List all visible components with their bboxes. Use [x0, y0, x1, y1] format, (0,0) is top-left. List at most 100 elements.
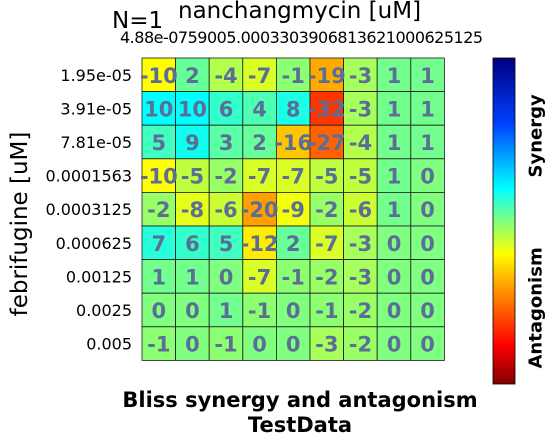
heatmap-cell-label: -9 [282, 198, 305, 222]
colorbar-synergy-label: Synergy [526, 98, 546, 178]
heatmap-cell-label: -2 [147, 198, 170, 222]
y-tick-label: 0.00125 [66, 267, 132, 286]
heatmap-cell-label: -27 [308, 131, 346, 155]
chart-subtitle: TestData [100, 413, 500, 438]
heatmap-cell-label: -2 [315, 198, 338, 222]
heatmap-cell-label: -7 [282, 165, 305, 189]
heatmap-cell-label: -7 [248, 265, 271, 289]
heatmap-cell-label: -12 [241, 232, 279, 256]
heatmap-cell-label: 0 [286, 299, 301, 323]
heatmap-cell-label: 1 [151, 265, 166, 289]
heatmap-cell-label: -2 [349, 333, 372, 357]
heatmap-cell-label: -4 [349, 131, 372, 155]
heatmap-cell-label: -6 [214, 198, 237, 222]
heatmap-cell-label: -3 [349, 232, 372, 256]
heatmap-cell-label: 1 [420, 97, 435, 121]
heatmap-cell-label: -5 [181, 165, 204, 189]
heatmap-cell-label: -2 [349, 299, 372, 323]
heatmap-cell-label: -20 [241, 198, 279, 222]
heatmap-cell-label: 6 [185, 232, 200, 256]
heatmap-cell-label: -16 [274, 131, 312, 155]
heatmap-cell-label: 0 [420, 299, 435, 323]
chart-title-block: Bliss synergy and antagonism TestData [100, 388, 500, 438]
heatmap-cell-label: 2 [252, 131, 267, 155]
heatmap-cell-label: -1 [214, 333, 237, 357]
heatmap-cell-label: 1 [387, 64, 402, 88]
heatmap-cell-label: 1 [387, 165, 402, 189]
heatmap-cell-label: 1 [420, 131, 435, 155]
y-tick-label: 0.0003125 [45, 200, 132, 219]
heatmap-cell-label: -10 [140, 165, 178, 189]
heatmap-cell-label: 1 [387, 97, 402, 121]
heatmap-cell-label: 0 [420, 232, 435, 256]
y-tick-label: 3.91e-05 [60, 99, 132, 118]
heatmap-cell-label: -3 [349, 265, 372, 289]
heatmap-cell-label: 10 [178, 97, 207, 121]
heatmap-cell-label: -7 [248, 64, 271, 88]
heatmap-cell-label: 0 [151, 299, 166, 323]
heatmap-cell-label: 7 [151, 232, 166, 256]
heatmap-cell-label: -10 [140, 64, 178, 88]
heatmap-cell-label: 0 [387, 333, 402, 357]
y-tick-label: 0.005 [86, 335, 132, 354]
heatmap-cell-label: 0 [387, 232, 402, 256]
heatmap-cell-label: 0 [387, 299, 402, 323]
heatmap-cell-label: 0 [387, 265, 402, 289]
y-tick-label: 7.81e-05 [60, 133, 132, 152]
heatmap-cell-label: 1 [387, 131, 402, 155]
heatmap-cell-label: 1 [420, 64, 435, 88]
heatmap-cell-label: 0 [185, 299, 200, 323]
heatmap-cell-label: 1 [387, 198, 402, 222]
heatmap-cell-label: 0 [420, 165, 435, 189]
heatmap-cell-label: 0 [286, 333, 301, 357]
heatmap-cell-label: -1 [282, 265, 305, 289]
heatmap-cell-label: -7 [248, 165, 271, 189]
heatmap-cell-label: -8 [181, 198, 204, 222]
heatmap-cell-label: -19 [308, 64, 346, 88]
heatmap-cell-label: -1 [147, 333, 170, 357]
heatmap-cell-label: -3 [349, 97, 372, 121]
heatmap-cell-label: -32 [308, 97, 346, 121]
heatmap-cell-label: 0 [185, 333, 200, 357]
chart-title: Bliss synergy and antagonism [100, 388, 500, 413]
heatmap-cell-label: 1 [185, 265, 200, 289]
y-tick-label: 1.95e-05 [60, 66, 132, 85]
heatmap-cell-label: 0 [219, 265, 234, 289]
x-axis-title: nanchangmycin [uM] [178, 0, 421, 24]
heatmap-cell-label: -1 [248, 299, 271, 323]
heatmap-cell-label: -5 [315, 165, 338, 189]
heatmap-cell-label: -6 [349, 198, 372, 222]
heatmap-cell-label: -1 [315, 299, 338, 323]
heatmap-cell-label: 8 [286, 97, 301, 121]
heatmap-cell-label: -5 [349, 165, 372, 189]
heatmap-cell-label: 1 [219, 299, 234, 323]
heatmap-cell-label: -7 [315, 232, 338, 256]
y-tick-label: 0.0025 [76, 301, 132, 320]
heatmap-cell-label: -4 [214, 64, 237, 88]
y-tick-label: 0.000625 [56, 234, 132, 253]
x-tick-labels: 4.88e-0759005.0003303906813621000625125 [120, 28, 450, 47]
heatmap-cell-label: 0 [420, 333, 435, 357]
heatmap-cell-label: 2 [185, 64, 200, 88]
heatmap-cell-label: 5 [151, 131, 166, 155]
heatmap-cell-label: 0 [252, 333, 267, 357]
heatmap-cell-label: 10 [144, 97, 173, 121]
heatmap-cell-label: 0 [420, 265, 435, 289]
heatmap-cell-label: 4 [252, 97, 267, 121]
colorbar [493, 58, 515, 384]
heatmap-cell-label: -1 [282, 64, 305, 88]
y-tick-label: 0.0001563 [45, 167, 132, 186]
heatmap-cell-label: 6 [219, 97, 234, 121]
heatmap-cell-label: 3 [219, 131, 234, 155]
heatmap-cell-label: -3 [349, 64, 372, 88]
heatmap-cell-label: -3 [315, 333, 338, 357]
heatmap-cell-label: 2 [286, 232, 301, 256]
heatmap-cell-label: -2 [214, 165, 237, 189]
colorbar-antagonism-label: Antagonism [526, 249, 546, 369]
y-axis-title: febrifugine [uM] [7, 124, 33, 324]
heatmap-cell-label: 0 [420, 198, 435, 222]
heatmap-cell-label: 9 [185, 131, 200, 155]
heatmap-cell-label: -2 [315, 265, 338, 289]
heatmap-cell-label: 5 [219, 232, 234, 256]
